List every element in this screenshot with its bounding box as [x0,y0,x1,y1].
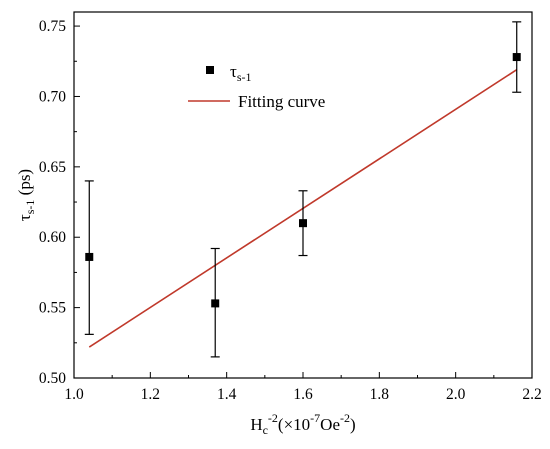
legend-points-sub: s-1 [237,70,252,84]
y-axis-title: τs-1 (ps) [15,169,37,221]
x-tick-label: 1.0 [64,386,84,403]
xlabel-close: ) [350,415,356,434]
xlabel-sub: c [263,423,268,437]
series-layer [84,21,522,358]
x-tick-label: 2.0 [446,386,466,403]
ylabel-sub: s-1 [23,200,37,215]
x-tick-label: 1.2 [141,386,160,403]
xlabel-unit: Oe [320,415,340,434]
y-tick-label: 0.60 [39,229,66,246]
y-axis: 0.50 0.55 0.60 0.65 0.70 0.75 [39,18,80,387]
y-tick-label: 0.65 [39,159,66,176]
data-point [211,299,220,308]
data-point [512,53,521,62]
ylabel-unit: (ps) [15,169,34,200]
y-tick-label: 0.55 [39,300,66,317]
ylabel-symbol: τ [15,214,34,221]
xlabel-sup: -2 [268,411,278,425]
y-tick-label: 0.75 [39,18,66,35]
y-tick-label: 0.70 [39,88,66,105]
legend-label-points: τs-1 [230,62,252,84]
y-tick-label: 0.50 [39,370,66,387]
x-tick-label: 2.2 [522,386,541,403]
data-point [85,252,94,261]
xlabel-base: H [250,415,262,434]
legend-marker-points [206,66,214,74]
x-tick-label: 1.4 [217,386,237,403]
legend: τs-1 Fitting curve [188,62,325,111]
x-tick-label: 1.6 [293,386,313,403]
x-axis-title: Hc-2(×10-7Oe-2) [250,411,355,437]
x-axis: 1.0 1.2 1.4 1.6 1.8 2.0 2.2 [64,372,542,403]
legend-points-name: τ [230,62,237,81]
xlabel-rest: (×10 [278,415,310,434]
legend-label-fit: Fitting curve [238,92,325,111]
xlabel-unit-sup: -2 [340,411,350,425]
data-point [299,219,307,228]
x-tick-label: 1.8 [370,386,390,403]
xlabel-rest-sup: -7 [310,411,320,425]
